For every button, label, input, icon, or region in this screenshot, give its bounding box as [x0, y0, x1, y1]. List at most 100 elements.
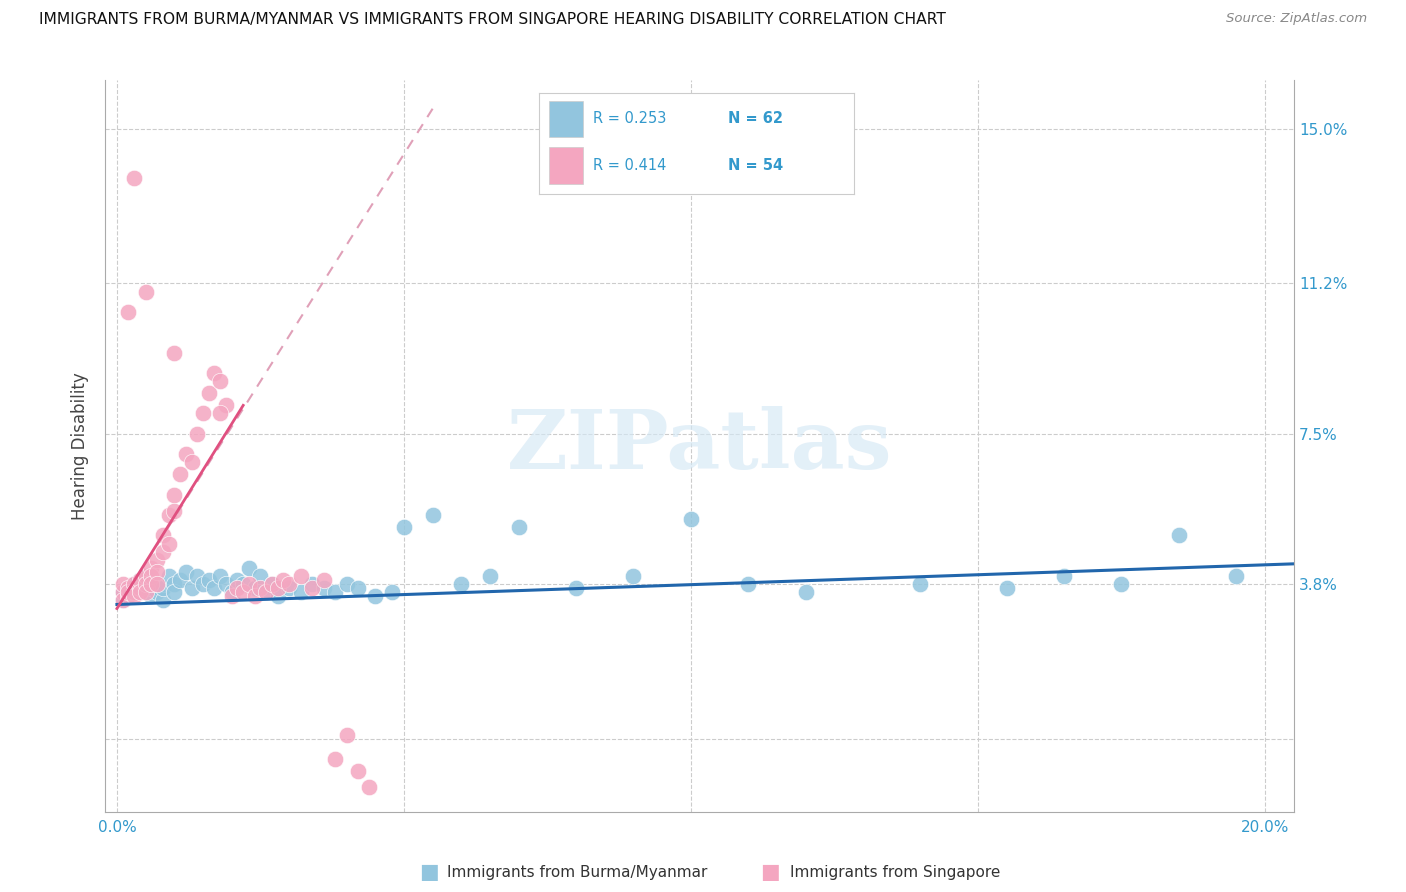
Point	[910, 577, 932, 591]
Point	[128, 573, 150, 587]
Point	[152, 581, 174, 595]
Text: Source: ZipAtlas.com: Source: ZipAtlas.com	[1226, 12, 1367, 25]
Point	[117, 590, 139, 604]
Point	[146, 577, 169, 591]
Point	[141, 590, 163, 604]
Point	[479, 569, 502, 583]
Point	[169, 467, 191, 482]
Point	[174, 565, 197, 579]
Point	[301, 577, 323, 591]
Point	[141, 577, 163, 591]
Point	[146, 565, 169, 579]
Point	[141, 569, 163, 583]
Point	[163, 488, 186, 502]
Point	[260, 577, 283, 591]
Point	[254, 585, 277, 599]
Point	[301, 581, 323, 595]
Point	[128, 581, 150, 595]
Point	[163, 504, 186, 518]
Point	[141, 581, 163, 595]
Point	[117, 585, 139, 599]
Point	[141, 561, 163, 575]
Point	[135, 569, 157, 583]
Point	[232, 577, 254, 591]
Point	[146, 553, 169, 567]
Point	[152, 544, 174, 558]
Point	[152, 593, 174, 607]
Text: Immigrants from Singapore: Immigrants from Singapore	[790, 865, 1001, 880]
Point	[1225, 569, 1247, 583]
Point	[128, 581, 150, 595]
Text: Immigrants from Burma/Myanmar: Immigrants from Burma/Myanmar	[447, 865, 707, 880]
Point	[186, 426, 208, 441]
Point	[238, 561, 260, 575]
Point	[266, 590, 288, 604]
Text: ■: ■	[761, 863, 780, 882]
Point	[204, 581, 226, 595]
Point	[122, 585, 145, 599]
Point	[197, 573, 219, 587]
Point	[623, 569, 645, 583]
Point	[209, 407, 232, 421]
Point	[215, 398, 238, 412]
Point	[122, 590, 145, 604]
Point	[117, 305, 139, 319]
Point	[174, 447, 197, 461]
Point	[111, 577, 134, 591]
Point	[335, 577, 357, 591]
Point	[163, 577, 186, 591]
Point	[381, 585, 404, 599]
Point	[163, 585, 186, 599]
Point	[117, 581, 139, 595]
Point	[335, 727, 357, 741]
Point	[312, 573, 335, 587]
Point	[794, 585, 817, 599]
Point	[266, 581, 288, 595]
Point	[323, 585, 346, 599]
Point	[169, 573, 191, 587]
Point	[146, 577, 169, 591]
Point	[249, 581, 271, 595]
Point	[191, 577, 214, 591]
Point	[191, 407, 214, 421]
Point	[122, 577, 145, 591]
Point	[422, 508, 444, 522]
Point	[249, 569, 271, 583]
Point	[135, 585, 157, 599]
Point	[312, 581, 335, 595]
Point	[1167, 528, 1189, 542]
Point	[215, 577, 238, 591]
Point	[508, 520, 530, 534]
Point	[146, 585, 169, 599]
Point	[221, 585, 243, 599]
Point	[226, 581, 249, 595]
Point	[209, 569, 232, 583]
Point	[243, 590, 266, 604]
Point	[157, 569, 180, 583]
Point	[122, 577, 145, 591]
Point	[204, 366, 226, 380]
Point	[152, 528, 174, 542]
Point	[163, 345, 186, 359]
Point	[1111, 577, 1133, 591]
Point	[260, 577, 283, 591]
Point	[254, 585, 277, 599]
Text: ■: ■	[419, 863, 439, 882]
Point	[232, 585, 254, 599]
Point	[197, 386, 219, 401]
Text: IMMIGRANTS FROM BURMA/MYANMAR VS IMMIGRANTS FROM SINGAPORE HEARING DISABILITY CO: IMMIGRANTS FROM BURMA/MYANMAR VS IMMIGRA…	[39, 12, 946, 27]
Point	[347, 764, 370, 778]
Point	[135, 285, 157, 299]
Point	[111, 593, 134, 607]
Point	[135, 577, 157, 591]
Point	[186, 569, 208, 583]
Point	[679, 512, 702, 526]
Point	[278, 577, 301, 591]
Point	[157, 536, 180, 550]
Point	[392, 520, 415, 534]
Point	[128, 585, 150, 599]
Point	[122, 585, 145, 599]
Point	[128, 573, 150, 587]
Point	[450, 577, 472, 591]
Point	[347, 581, 370, 595]
